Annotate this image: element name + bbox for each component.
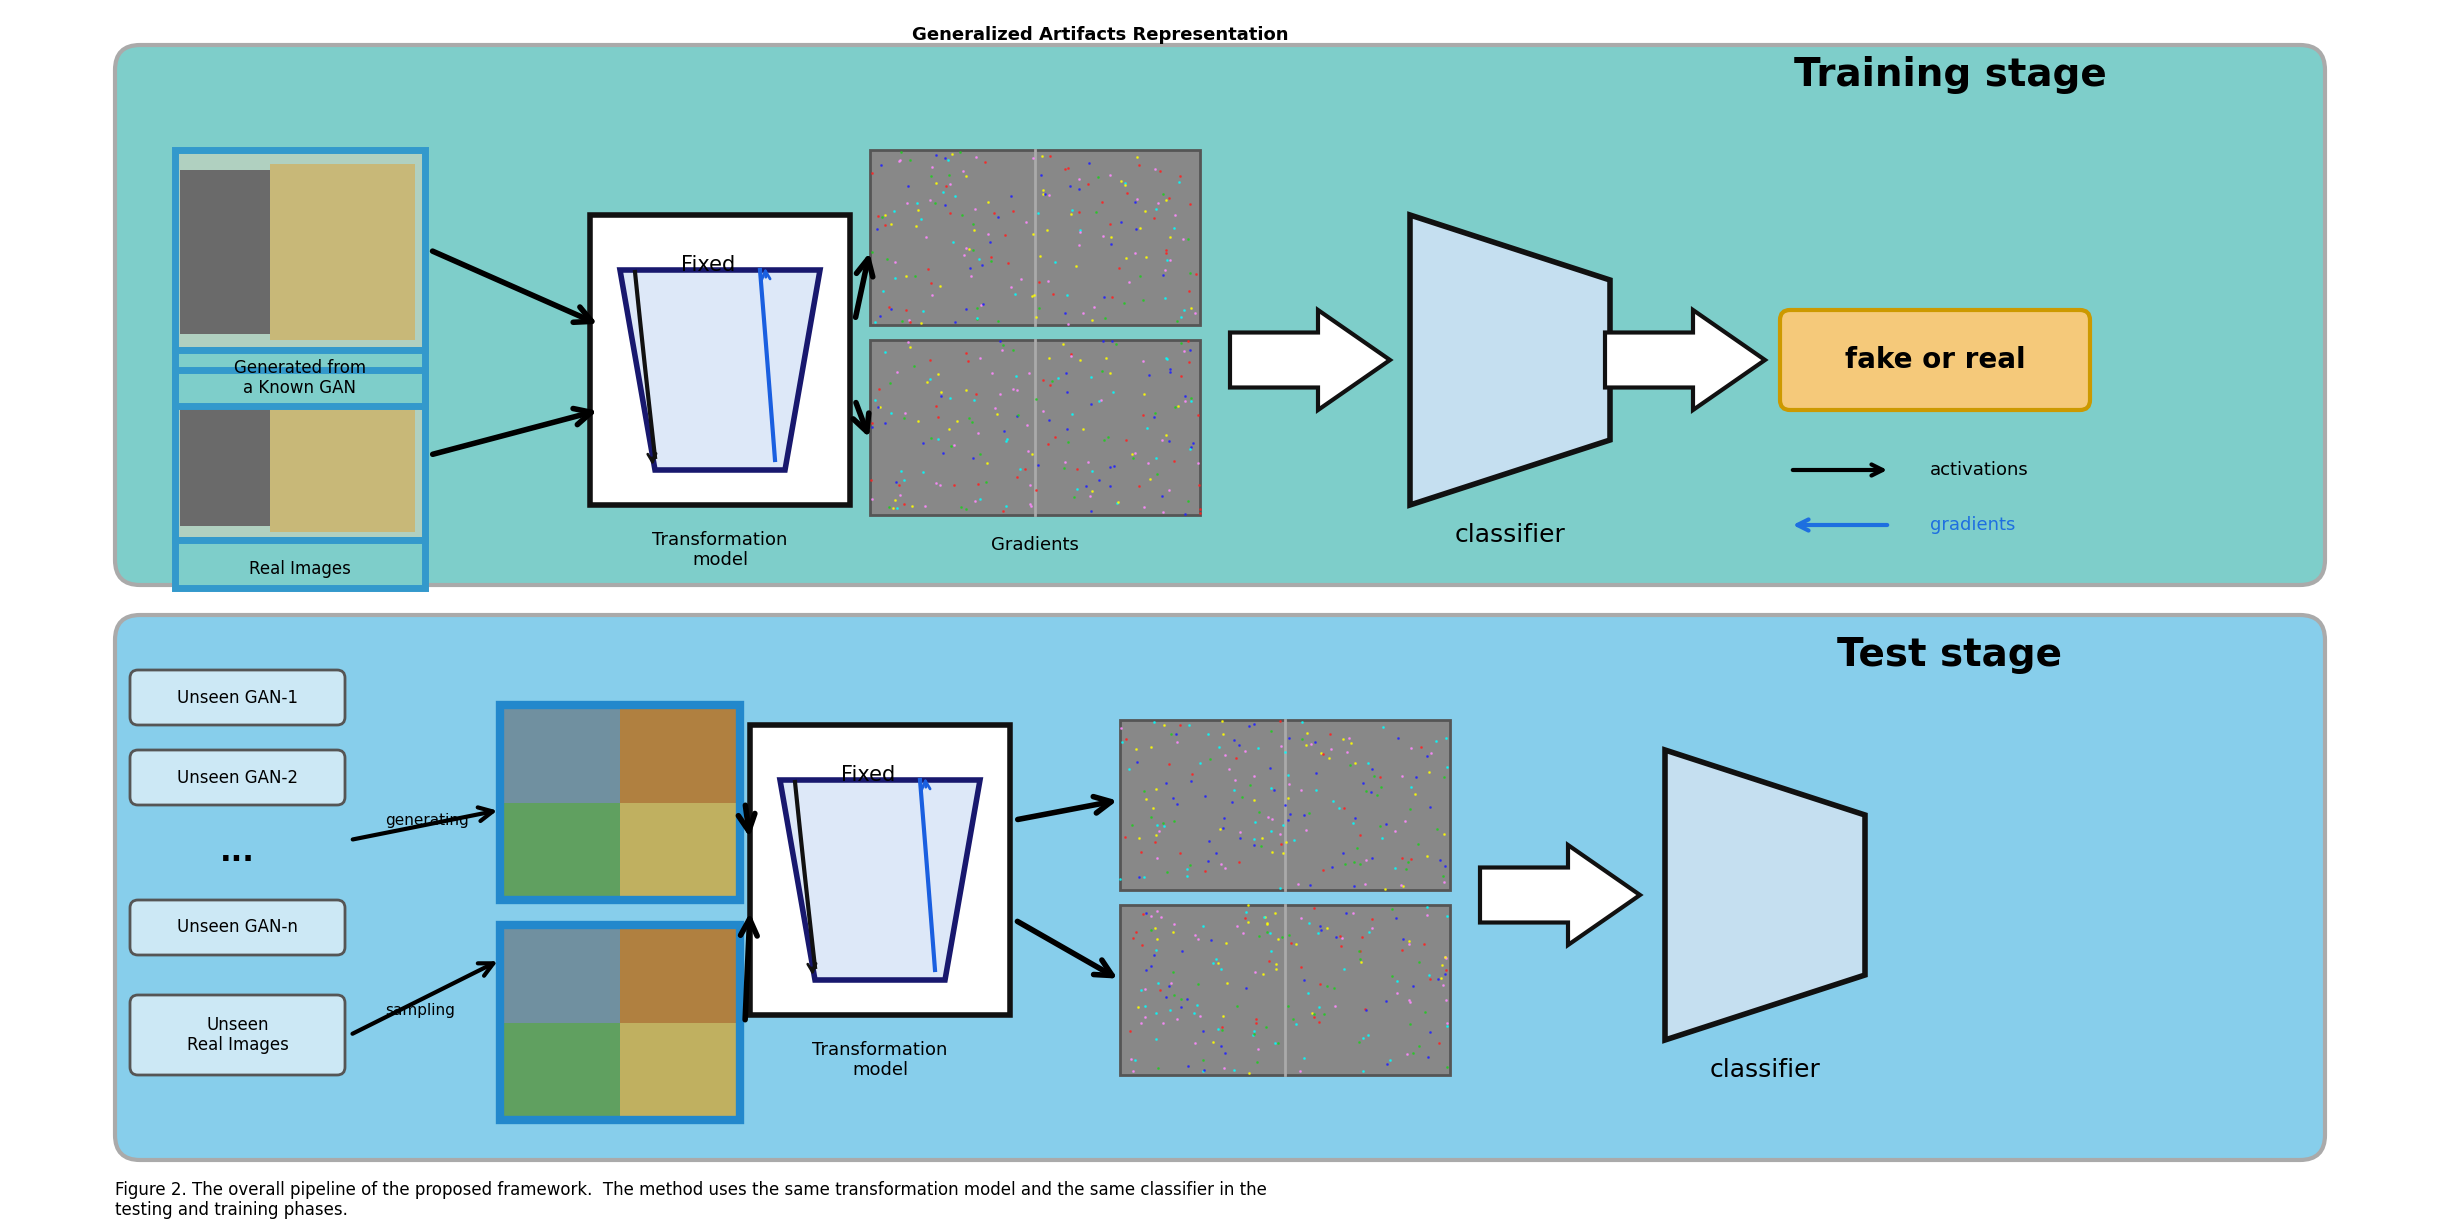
Text: Generalized Artifacts Representation: Generalized Artifacts Representation — [911, 26, 1288, 44]
Bar — [269, 381, 416, 531]
Bar — [869, 339, 1200, 515]
Bar — [269, 164, 416, 339]
Bar — [619, 802, 739, 900]
Text: ...: ... — [220, 838, 255, 867]
Bar — [174, 351, 426, 406]
Polygon shape — [1665, 750, 1865, 1041]
Text: Training stage: Training stage — [1794, 57, 2105, 93]
Text: Real Images: Real Images — [250, 560, 350, 578]
Polygon shape — [1481, 845, 1640, 945]
Bar — [174, 540, 426, 588]
Text: Fixed: Fixed — [681, 255, 734, 276]
Bar — [499, 705, 619, 802]
Polygon shape — [619, 271, 820, 470]
Text: Transformation
model: Transformation model — [651, 530, 788, 569]
Text: Unseen
Real Images: Unseen Real Images — [186, 1016, 289, 1054]
Bar — [749, 724, 1011, 1015]
Bar — [1121, 905, 1449, 1075]
Text: Test stage: Test stage — [1838, 636, 2064, 674]
Text: Gradients: Gradients — [991, 536, 1080, 554]
Text: Unseen GAN-2: Unseen GAN-2 — [176, 769, 299, 786]
FancyBboxPatch shape — [115, 46, 2326, 585]
FancyBboxPatch shape — [115, 615, 2326, 1160]
Text: Generated from
a Known GAN: Generated from a Known GAN — [235, 359, 367, 397]
Text: Unseen GAN-n: Unseen GAN-n — [176, 919, 299, 936]
Bar — [174, 150, 426, 351]
Polygon shape — [781, 780, 979, 980]
FancyBboxPatch shape — [130, 670, 345, 724]
Bar — [869, 150, 1200, 325]
Text: activations: activations — [1929, 461, 2029, 478]
Bar — [181, 170, 326, 335]
Text: generating: generating — [384, 813, 468, 828]
FancyBboxPatch shape — [1780, 310, 2091, 410]
FancyBboxPatch shape — [130, 900, 345, 954]
Bar — [1121, 720, 1449, 891]
Bar — [499, 1022, 619, 1121]
Text: sampling: sampling — [384, 1002, 455, 1017]
Polygon shape — [1606, 310, 1765, 410]
Text: gradients: gradients — [1929, 517, 2015, 534]
Text: classifier: classifier — [1709, 1058, 1821, 1082]
Bar — [174, 370, 426, 540]
Text: Unseen GAN-1: Unseen GAN-1 — [176, 689, 299, 706]
Text: testing and training phases.: testing and training phases. — [115, 1200, 348, 1219]
Bar — [619, 925, 739, 1022]
Bar — [619, 705, 739, 802]
Bar — [174, 370, 426, 540]
Bar — [174, 351, 426, 406]
Bar — [499, 802, 619, 900]
Bar — [181, 387, 326, 526]
FancyBboxPatch shape — [130, 995, 345, 1075]
Bar — [499, 705, 739, 900]
Bar — [174, 150, 426, 351]
Text: Fixed: Fixed — [842, 765, 896, 785]
Bar — [499, 925, 739, 1121]
Polygon shape — [1410, 215, 1611, 506]
Polygon shape — [1229, 310, 1390, 410]
Bar — [619, 1022, 739, 1121]
Text: fake or real: fake or real — [1846, 346, 2024, 374]
Bar — [499, 925, 619, 1022]
Text: Figure 2. The overall pipeline of the proposed framework.  The method uses the s: Figure 2. The overall pipeline of the pr… — [115, 1181, 1268, 1199]
Text: Transformation
model: Transformation model — [813, 1041, 947, 1080]
Bar — [174, 540, 426, 588]
Bar — [590, 215, 849, 506]
FancyBboxPatch shape — [130, 750, 345, 804]
Text: classifier: classifier — [1454, 523, 1564, 547]
